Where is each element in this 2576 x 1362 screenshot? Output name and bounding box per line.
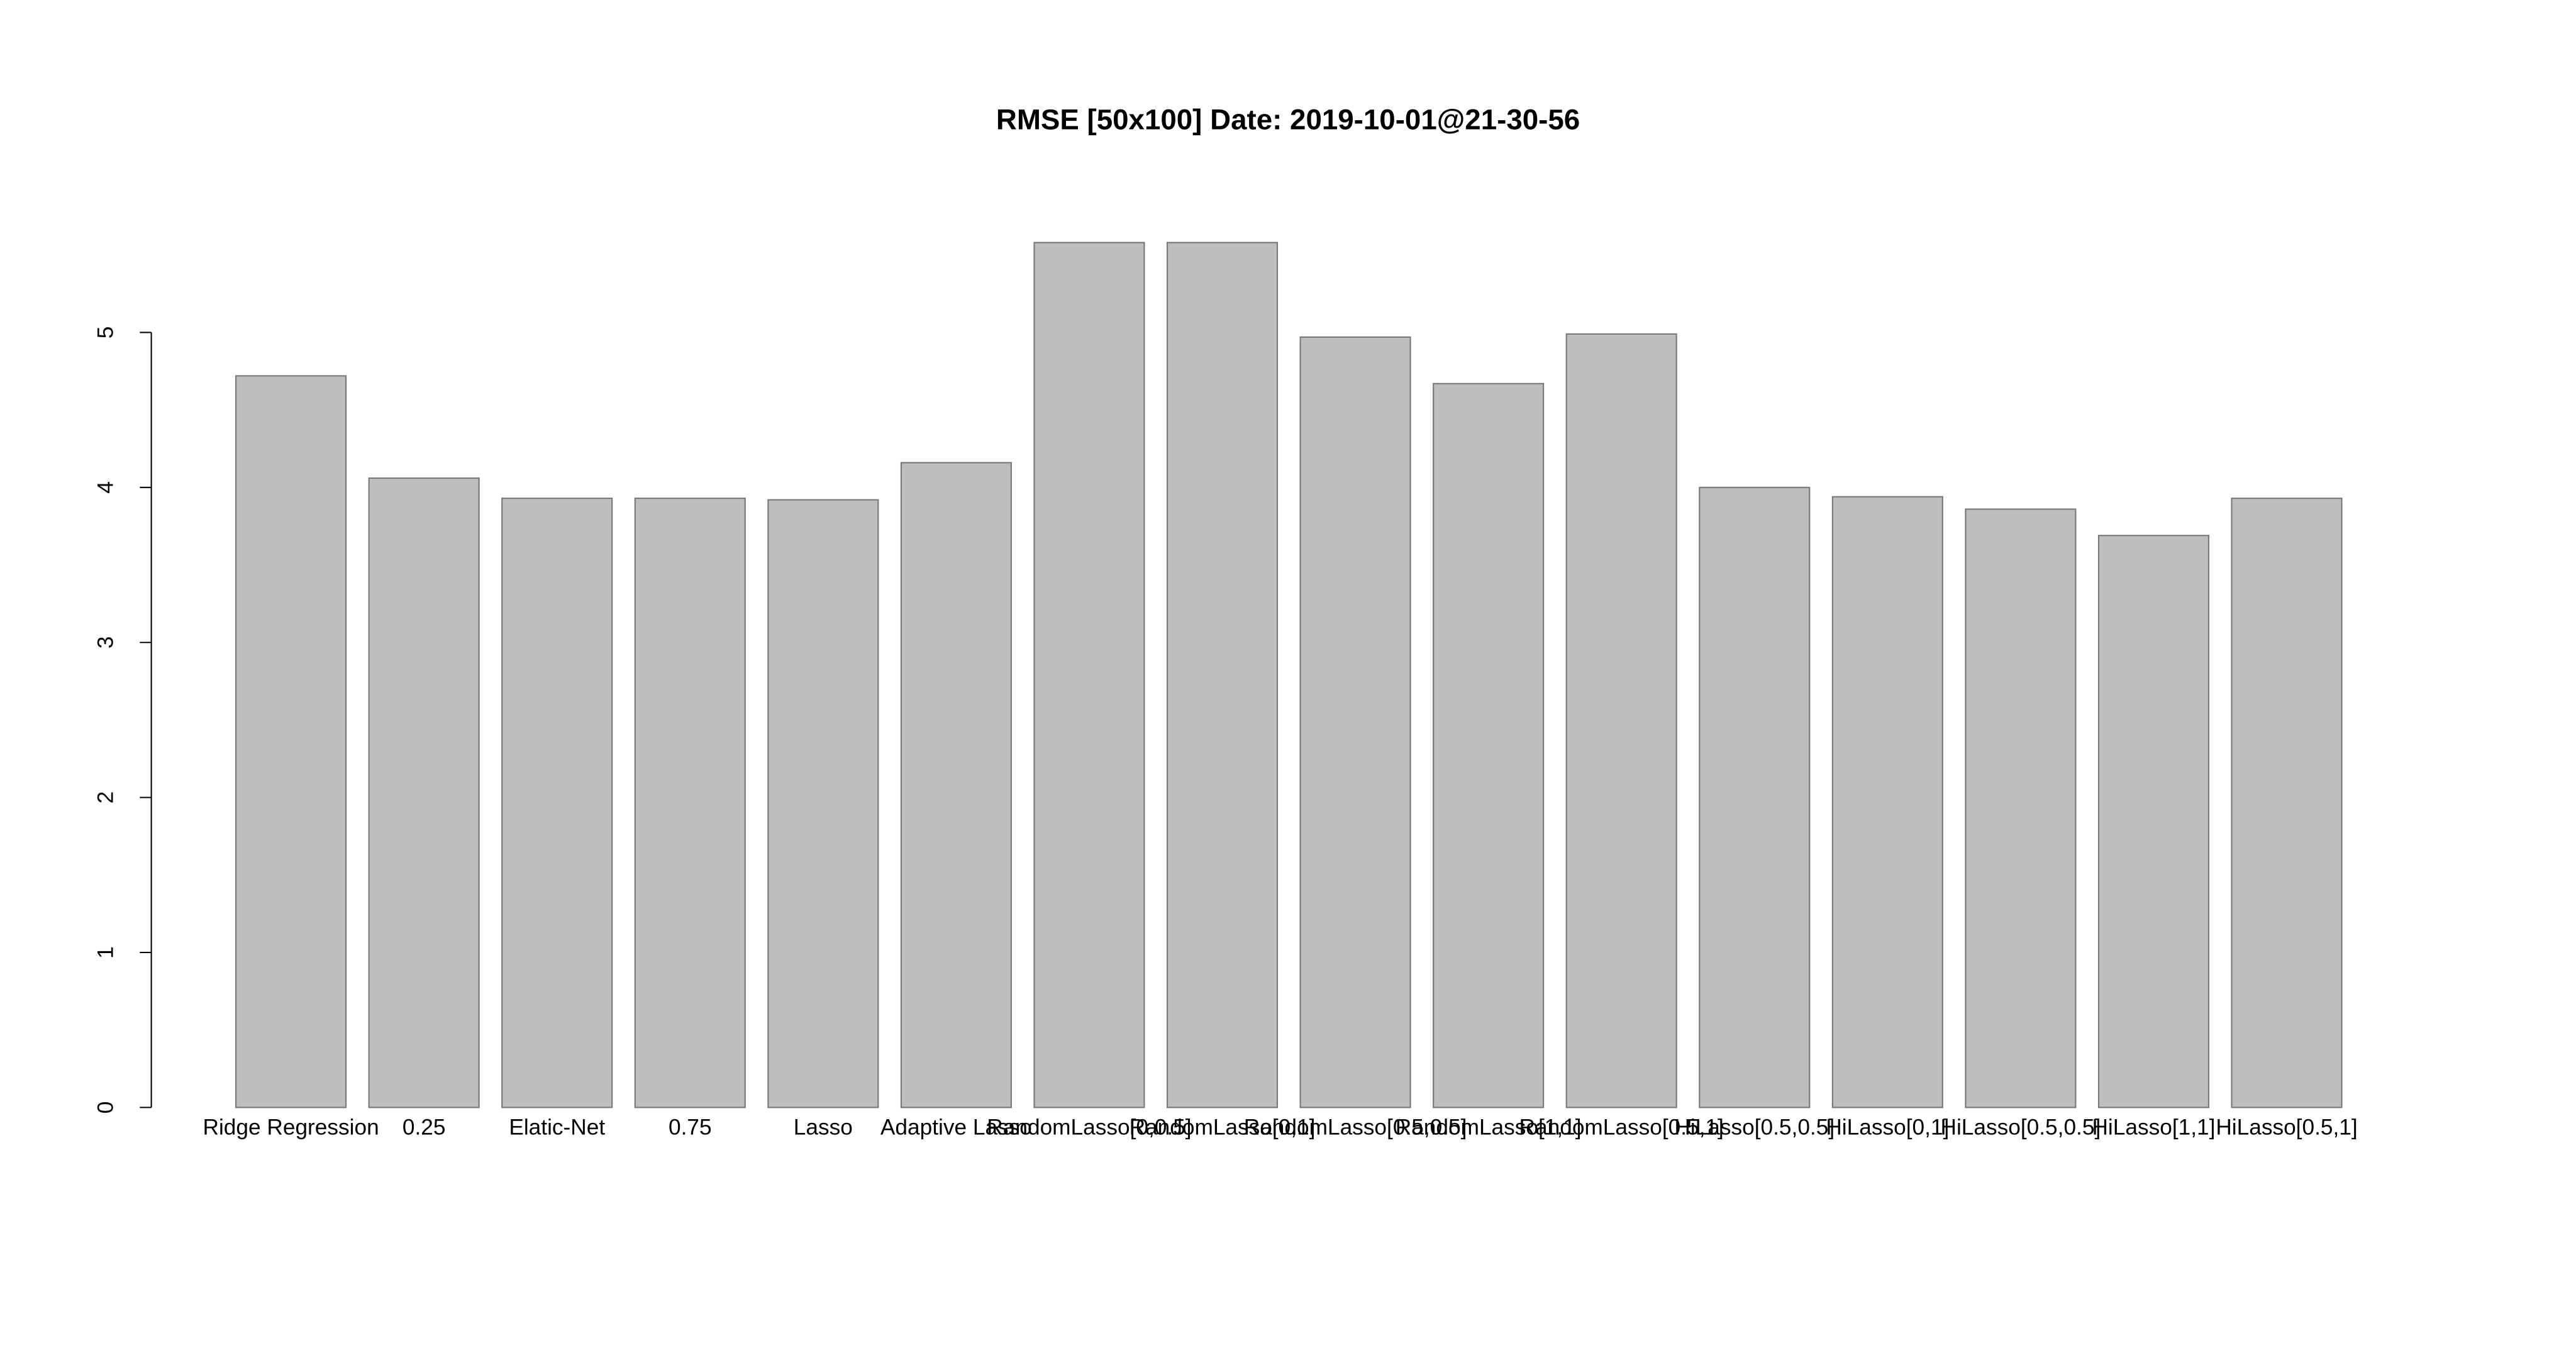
bar bbox=[1166, 242, 1279, 1108]
bar bbox=[2097, 535, 2209, 1108]
x-tick-label: 0.75 bbox=[669, 1115, 712, 1140]
x-tick-label: RandomLasso[0,1] bbox=[1130, 1115, 1316, 1140]
bar bbox=[1831, 496, 1943, 1108]
bar bbox=[2231, 498, 2343, 1108]
bar bbox=[1699, 486, 1811, 1108]
x-tick-label: Ridge Regression bbox=[203, 1115, 379, 1140]
y-tick-label: 1 bbox=[93, 946, 118, 959]
x-tick-label: 0.25 bbox=[402, 1115, 446, 1140]
bar bbox=[1433, 382, 1545, 1108]
bar bbox=[235, 375, 347, 1108]
x-tick-label: Elatic-Net bbox=[509, 1115, 605, 1140]
x-tick-label: RandomLasso[0,0.5] bbox=[987, 1115, 1191, 1140]
x-tick-label: RandomLasso[0.5,1] bbox=[1519, 1115, 1724, 1140]
x-tick-label: HiLasso[0,1] bbox=[1826, 1115, 1949, 1140]
bar bbox=[1565, 333, 1677, 1108]
bar bbox=[1965, 508, 2077, 1108]
x-tick-label: Adaptive Lasso bbox=[880, 1115, 1032, 1140]
bar bbox=[767, 499, 879, 1108]
y-tick-label: 4 bbox=[93, 481, 118, 494]
bar bbox=[634, 498, 746, 1108]
x-tick-label: RandomLasso[0.5,0.5] bbox=[1244, 1115, 1467, 1140]
x-tick-label: Lasso bbox=[794, 1115, 853, 1140]
bar bbox=[368, 477, 480, 1108]
y-tick-label: 2 bbox=[93, 791, 118, 804]
x-tick-label: RandomLasso[1,1] bbox=[1396, 1115, 1582, 1140]
x-tick-label: HiLasso[0.5,1] bbox=[2216, 1115, 2357, 1140]
y-tick-label: 3 bbox=[93, 636, 118, 649]
bar bbox=[1299, 336, 1411, 1108]
chart-title: RMSE [50x100] Date: 2019-10-01@21-30-56 bbox=[996, 103, 1580, 135]
x-tick-label: HiLasso[0.5,0.5] bbox=[1941, 1115, 2101, 1140]
x-tick-label: HiLasso[0.5,0.5] bbox=[1674, 1115, 1835, 1140]
bar bbox=[501, 498, 613, 1108]
bar bbox=[900, 462, 1012, 1108]
bar bbox=[1033, 242, 1145, 1108]
y-tick-label: 5 bbox=[93, 327, 118, 339]
x-tick-label: HiLasso[1,1] bbox=[2092, 1115, 2215, 1140]
y-tick-label: 0 bbox=[93, 1102, 118, 1114]
